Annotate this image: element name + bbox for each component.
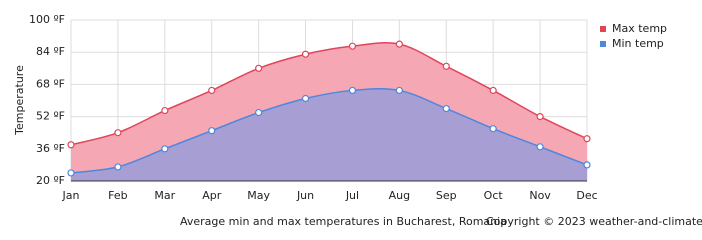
line xyxy=(70,88,588,174)
point xyxy=(489,86,497,95)
x-tick-label: Dec xyxy=(576,189,597,202)
legend-swatch xyxy=(600,26,606,32)
point xyxy=(301,50,310,58)
x-tick-label: Apr xyxy=(202,189,222,202)
point xyxy=(114,163,122,171)
point xyxy=(208,86,216,95)
x-tick-label: Nov xyxy=(529,189,551,202)
legend-label: Min temp xyxy=(612,37,664,50)
point xyxy=(161,106,169,115)
point xyxy=(208,127,216,135)
x-tick-label: Jan xyxy=(62,189,80,202)
point xyxy=(583,135,591,143)
point xyxy=(536,112,544,121)
x-tick-label: Feb xyxy=(108,189,127,202)
y-tick-label: 68 ºF xyxy=(36,77,65,90)
x-tick-label: Jul xyxy=(345,189,359,202)
point xyxy=(442,62,450,70)
legend-swatch xyxy=(600,41,606,47)
point xyxy=(114,129,122,137)
line xyxy=(70,42,588,146)
x-tick-label: May xyxy=(247,189,270,202)
y-tick-label: 84 ºF xyxy=(36,45,65,58)
legend-label: Max temp xyxy=(612,22,667,35)
point xyxy=(67,141,75,149)
x-tick-label: Jun xyxy=(296,189,314,202)
y-tick-label: 52 ºF xyxy=(36,110,65,123)
point xyxy=(348,42,357,50)
point xyxy=(161,145,169,153)
point xyxy=(536,143,544,151)
point xyxy=(301,94,310,103)
caption: Average min and max temperatures in Buch… xyxy=(180,215,507,228)
x-tick-label: Sep xyxy=(436,189,457,202)
x-tick-label: Aug xyxy=(389,189,410,202)
chart: Temperature Average min and max temperat… xyxy=(13,13,702,228)
point xyxy=(255,108,263,117)
y-axis-label: Temperature xyxy=(13,65,26,136)
area xyxy=(71,88,587,181)
y-tick-label: 100 ºF xyxy=(29,13,65,26)
x-tick-label: Oct xyxy=(484,189,504,202)
x-tick-label: Mar xyxy=(154,189,175,202)
point xyxy=(348,86,357,95)
point xyxy=(489,125,497,133)
point xyxy=(67,169,75,177)
point xyxy=(255,64,263,72)
point xyxy=(395,86,403,95)
y-tick-label: 36 ºF xyxy=(36,142,65,155)
y-tick-label: 20 ºF xyxy=(36,174,65,187)
point xyxy=(583,161,591,169)
point xyxy=(442,104,450,113)
point xyxy=(395,40,403,48)
copyright: Copyright © 2023 weather-and-climate.com xyxy=(486,215,702,228)
